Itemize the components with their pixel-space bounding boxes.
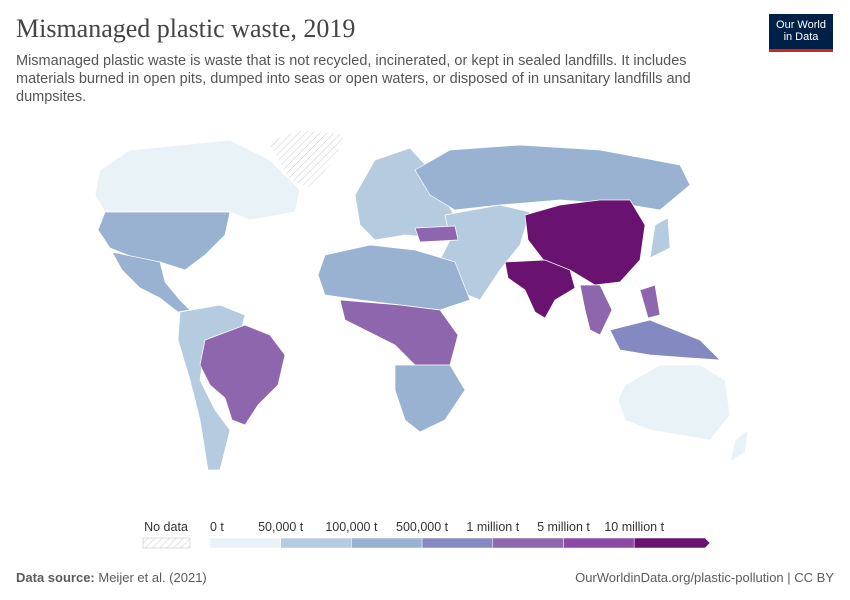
central-africa [339,299,459,371]
legend-no-data-label: No data [144,520,188,534]
legend-bins: 0 t 50,000 t 100,000 t 500,000 t 1 million t… [209,520,711,549]
philippines [639,284,661,319]
indonesia [609,319,721,361]
legend-swatch [633,537,711,549]
greenland [267,129,346,189]
legend-label: 5 million t [537,520,590,534]
logo-text: Our World [776,19,826,31]
legend-label: 1 million t [466,520,519,534]
footer-link[interactable]: OurWorldinData.org/plastic-pollution | C… [575,570,834,585]
source-label: Data source: [16,570,95,585]
legend-swatch [492,537,564,549]
canada [94,139,301,221]
legend-swatch [209,537,281,549]
legend-swatch [351,537,423,549]
legend-swatch [563,537,635,549]
legend-swatch [280,537,352,549]
footer-source: Data source: Meijer et al. (2021) [16,570,207,585]
subtitle: Mismanaged plastic waste is waste that i… [16,53,691,105]
source: Meijer et al. (2021) [98,570,207,585]
se-asia [579,284,613,336]
japan [649,217,671,259]
new-zealand [729,429,749,463]
australia [617,364,731,441]
legend-label: 500,000 t [396,520,449,534]
title: Mismanaged plastic waste, 2019 [16,14,356,43]
russia [414,144,691,211]
legend-no-data-swatch [142,537,191,549]
south-america-west [177,304,246,471]
southern-africa [394,364,466,433]
legend-label: 0 t [210,520,224,534]
legend-label: 50,000 t [258,520,304,534]
legend-label: 100,000 t [325,520,378,534]
legend-swatch [421,537,494,549]
legend-label: 10 million t [604,520,664,534]
india [504,259,576,319]
logo[interactable]: Our World in Data [769,14,833,52]
middle-east [439,204,531,301]
logo-text: in Data [783,31,819,43]
brazil [199,324,286,426]
usa [97,211,231,271]
turkey [414,225,459,243]
